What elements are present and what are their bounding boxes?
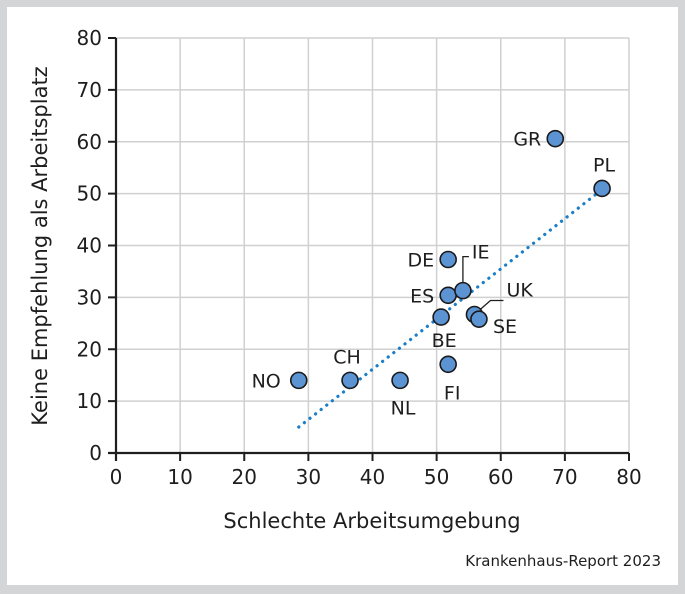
x-tick-label: 0 <box>110 465 123 489</box>
y-tick-label: 0 <box>89 441 102 465</box>
data-point-no <box>289 371 308 390</box>
data-point-pl <box>593 179 611 198</box>
x-tick-label: 60 <box>488 465 513 489</box>
x-tick-label: 80 <box>616 465 641 489</box>
point-label-fi: FI <box>444 382 461 404</box>
data-point-de <box>439 250 457 269</box>
data-point-ie <box>454 281 472 300</box>
y-tick-label: 20 <box>77 337 102 361</box>
point-label-es: ES <box>410 285 434 307</box>
data-point-fi <box>439 355 457 374</box>
y-tick-label: 70 <box>77 78 102 102</box>
point-label-nl: NL <box>391 397 416 419</box>
y-tick-label: 40 <box>77 234 102 258</box>
x-tick-label: 70 <box>552 465 577 489</box>
point-label-be: BE <box>432 330 457 352</box>
source-caption: Krankenhaus-Report 2023 <box>465 552 661 570</box>
y-tick-label: 50 <box>77 182 102 206</box>
data-point-ch <box>341 371 359 390</box>
data-point-gr <box>546 129 565 148</box>
point-label-ch: CH <box>333 346 361 368</box>
y-tick-label: 10 <box>77 389 102 413</box>
point-label-pl: PL <box>593 154 615 176</box>
point-label-uk: UK <box>506 279 533 301</box>
point-label-ie: IE <box>472 242 490 264</box>
x-axis-title: Schlechte Arbeitsumgebung <box>223 509 520 533</box>
data-point-be <box>432 308 450 326</box>
x-tick-label: 20 <box>232 465 257 489</box>
x-tick-label: 30 <box>296 465 321 489</box>
point-label-gr: GR <box>513 129 541 151</box>
data-point-es <box>439 286 457 305</box>
ie-leader-line <box>462 255 469 291</box>
chart-panel <box>7 7 678 585</box>
data-point-se <box>470 310 488 328</box>
y-tick-label: 80 <box>77 26 102 50</box>
point-label-no: NO <box>252 370 281 392</box>
x-tick-label: 50 <box>424 465 449 489</box>
x-tick-label: 10 <box>167 465 192 489</box>
y-tick-label: 30 <box>77 285 102 309</box>
data-point-nl <box>391 371 409 390</box>
point-label-se: SE <box>493 316 517 338</box>
x-tick-label: 40 <box>360 465 385 489</box>
y-axis-title: Keine Empfehlung als Arbeitsplatz <box>28 66 52 425</box>
point-label-de: DE <box>408 250 435 272</box>
y-tick-label: 60 <box>77 130 102 154</box>
